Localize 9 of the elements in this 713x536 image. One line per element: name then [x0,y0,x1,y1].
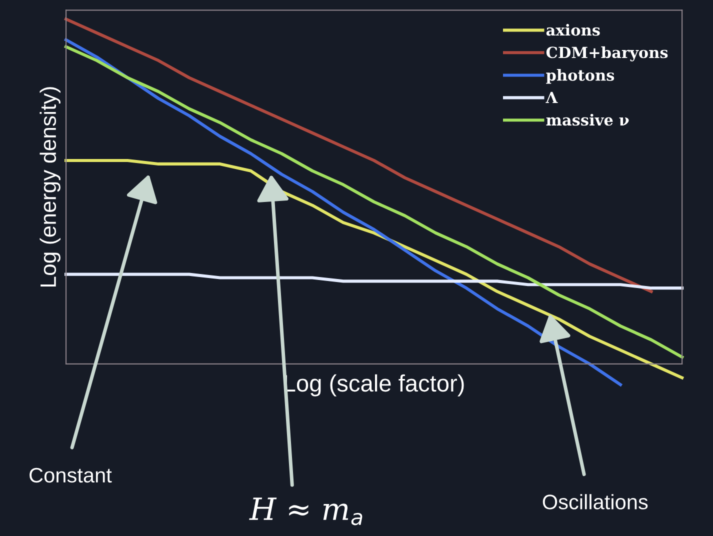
y-axis-title: Log (energy density) [40,87,60,287]
legend-label: massive ν [546,114,629,126]
text: H ≈ m$_{a}$ [249,498,362,526]
legend-label: photons [546,69,614,84]
text: Oscillations [542,494,648,510]
legend-label: Λ [546,92,558,104]
legend-label: CDM+baryons [546,46,668,62]
text: Constant [30,468,112,483]
legend-label: axions [546,24,600,36]
